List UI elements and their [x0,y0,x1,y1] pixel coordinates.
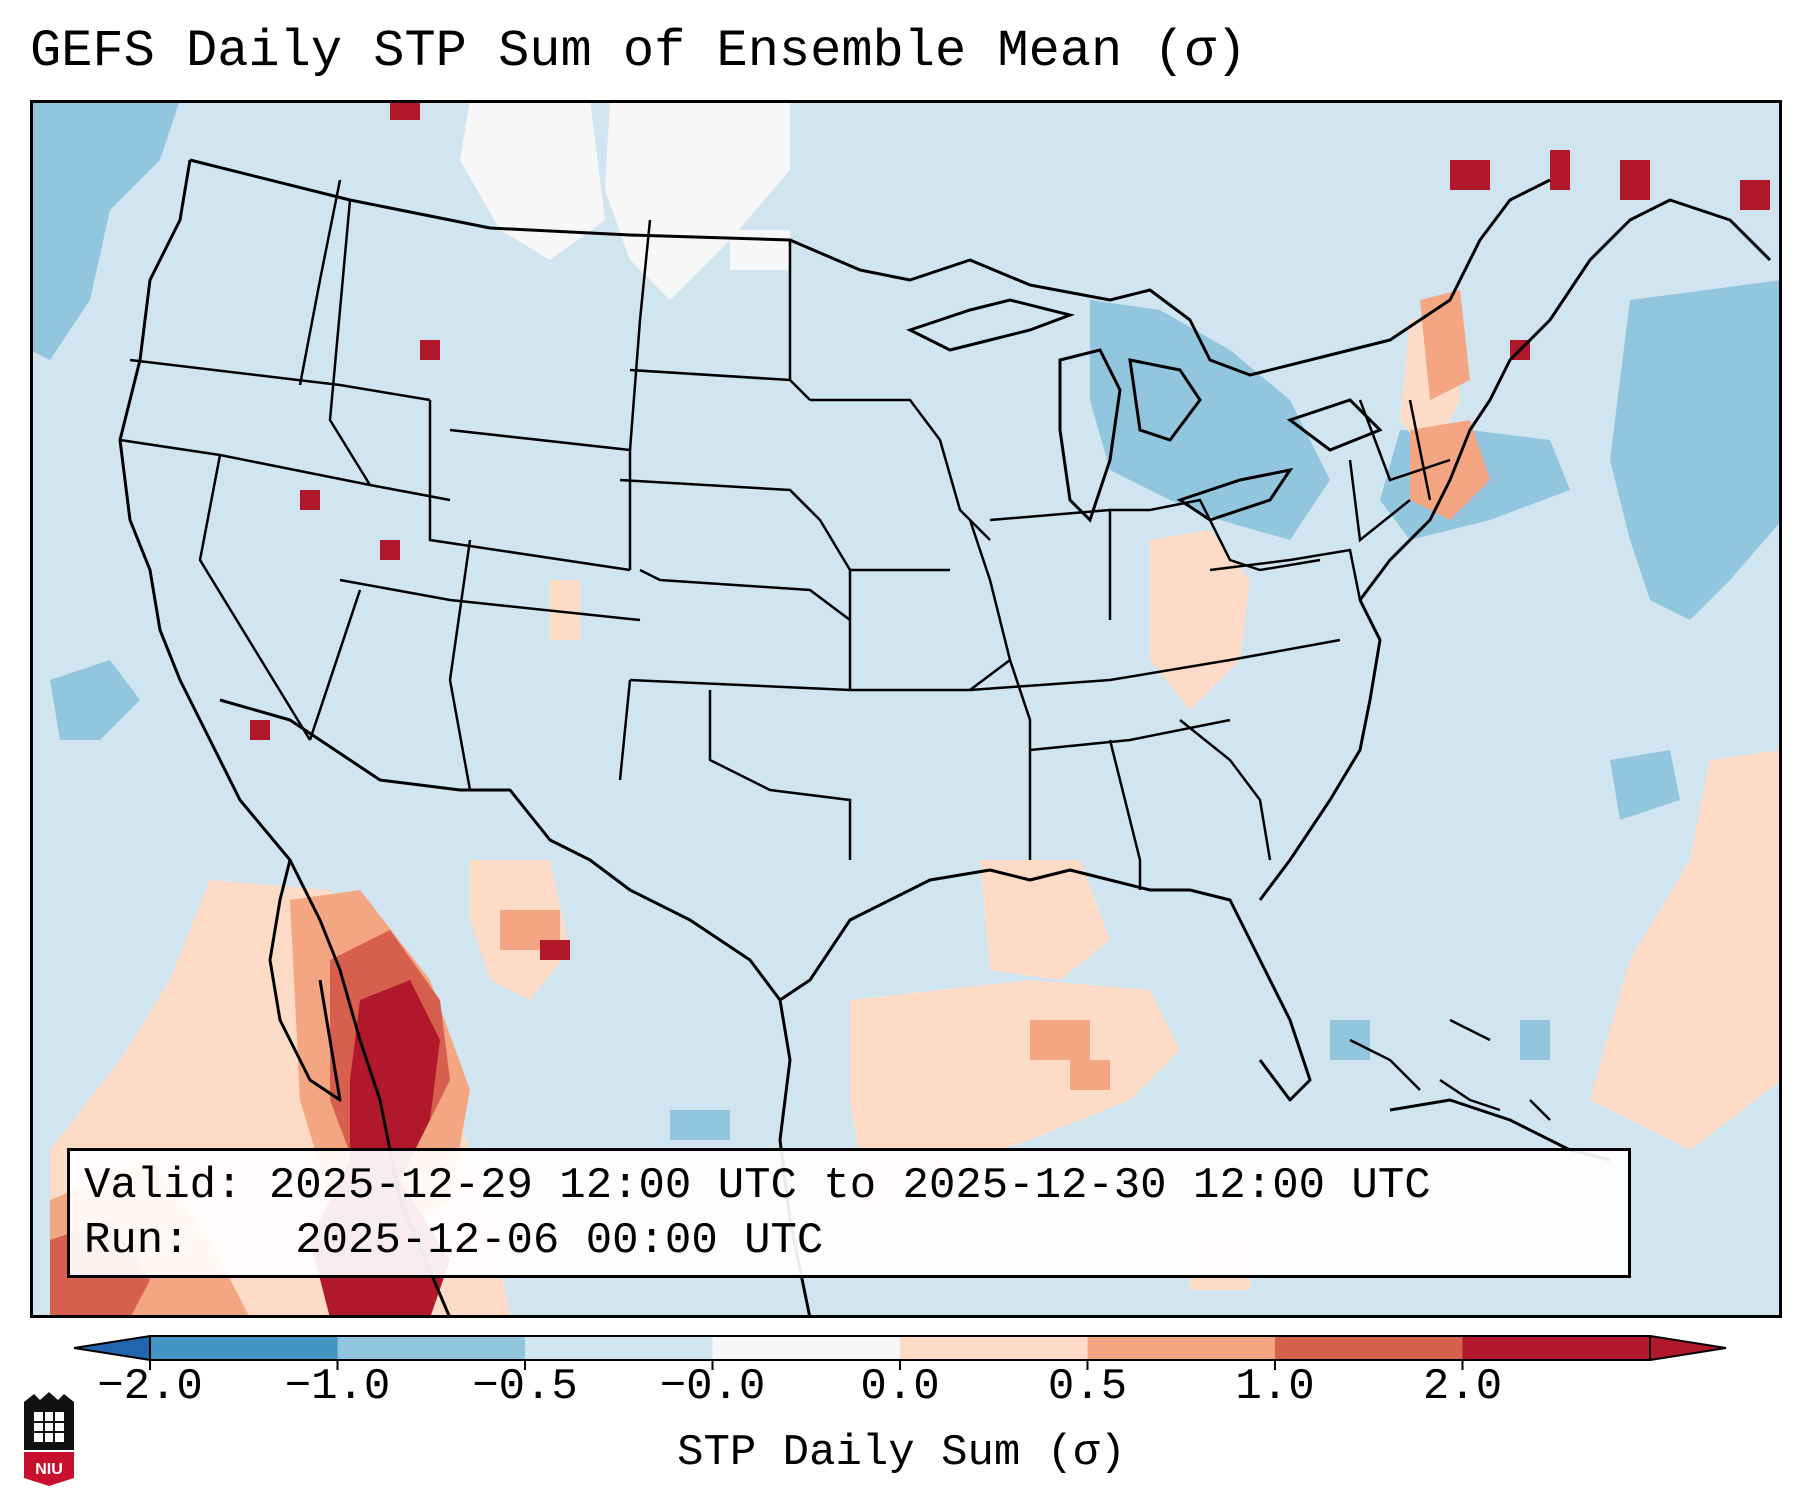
niu-logo-icon: NIU [24,1392,74,1486]
field-neutral-areas [460,100,790,300]
colorbar-segment [150,1336,338,1360]
valid-run-info-box: Valid: 2025-12-29 12:00 UTC to 2025-12-3… [67,1148,1631,1278]
map-title: GEFS Daily STP Sum of Ensemble Mean (σ) [30,22,1247,81]
colorbar-segment [712,1336,900,1360]
valid-time-range: 2025-12-29 12:00 UTC to 2025-12-30 12:00… [268,1161,1431,1211]
colorbar-label: STP Daily Sum (σ) [677,1428,1126,1478]
run-time: 2025-12-06 00:00 UTC [295,1216,824,1266]
run-label: Run: [84,1216,190,1266]
state-boundaries [119,179,1451,890]
colorbar-tick-label: 1.0 [1235,1362,1315,1412]
colorbar-tick-label: 0.0 [860,1362,940,1412]
colorbar-svg [73,1334,1727,1370]
colorbar-segment [525,1336,713,1360]
valid-label: Valid: [84,1161,243,1211]
niu-logo: NIU [20,1390,78,1488]
colorbar-tick-label: −2.0 [97,1362,203,1412]
niu-logo-text: NIU [35,1461,63,1478]
colorbar-segment [337,1336,525,1360]
colorbar-extend-low [73,1334,151,1362]
colorbar-segment [900,1336,1088,1360]
colorbar-tick-label: −1.0 [284,1362,391,1412]
colorbar-tick-label: 2.0 [1422,1362,1503,1412]
map-panel[interactable] [30,100,1782,1318]
map-frame [30,100,1782,1318]
colorbar-tick-label: 0.5 [1047,1362,1128,1412]
colorbar-ticks: −2.0 −1.0 −0.5 −0.0 0.0 0.5 1.0 2.0 [0,1362,1803,1412]
map-canvas [30,100,1782,1318]
colorbar [60,1318,1740,1378]
colorbar-segment [1275,1336,1463,1360]
colorbar-segment [1087,1336,1275,1360]
colorbar-extend-high [1649,1334,1727,1362]
colorbar-tick-label: −0.5 [472,1362,578,1412]
colorbar-segment [1462,1336,1650,1360]
great-lakes [906,298,1383,523]
colorbar-tick-label: −0.0 [659,1362,766,1412]
caribbean-islands [1349,1018,1551,1121]
